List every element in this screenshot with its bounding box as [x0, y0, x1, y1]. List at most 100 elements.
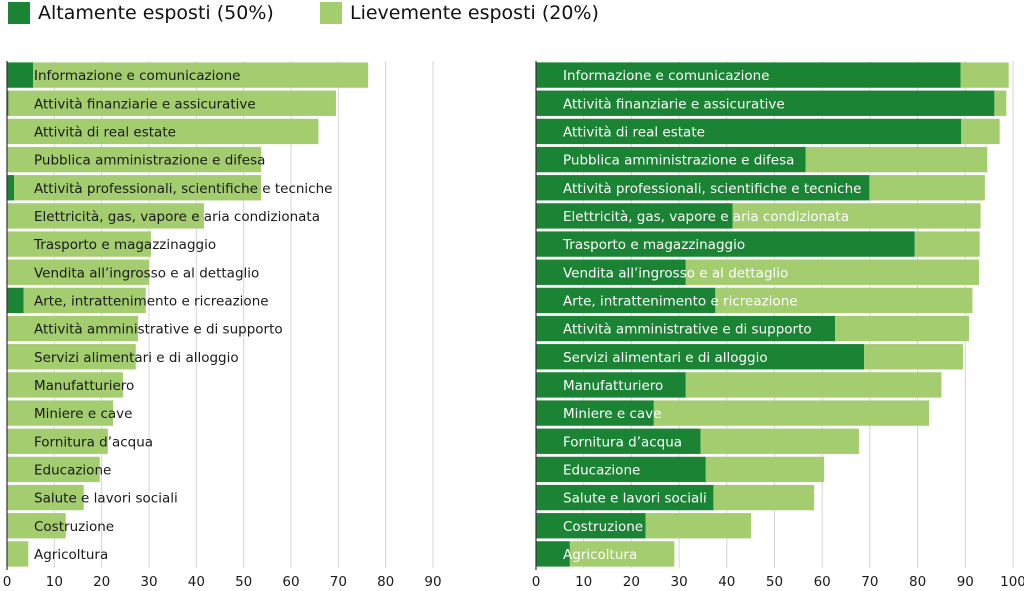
bar-high — [536, 287, 716, 314]
bar-high — [536, 203, 733, 229]
bar-high — [7, 62, 34, 88]
category-label: Elettricità, gas, vapore e aria condizio… — [34, 209, 320, 225]
category-label: Attività professionali, scientifiche e t… — [34, 181, 332, 197]
legend-swatch-high — [8, 2, 30, 24]
category-label: Attività finanziarie e assicurative — [34, 96, 256, 112]
bar-low — [7, 146, 262, 173]
bar-low — [685, 259, 980, 285]
x-tick-label: 20 — [623, 574, 640, 590]
category-label: Informazione e comunicazione — [34, 68, 240, 84]
category-label: Elettricità, gas, vapore e aria condizio… — [563, 209, 849, 225]
category-label: Miniere e cave — [34, 406, 132, 422]
bar-high — [7, 90, 9, 116]
bar-high — [536, 118, 962, 145]
category-label: Attività professionali, scientifiche e t… — [563, 181, 861, 197]
bar-high — [536, 62, 961, 88]
x-tick-label: 40 — [188, 574, 205, 590]
x-tick-label: 50 — [235, 574, 252, 590]
bar-low — [7, 484, 84, 511]
bar-high — [7, 175, 15, 201]
category-label: Vendita all’ingrosso e al dettaglio — [34, 265, 259, 281]
bar-high — [536, 513, 646, 539]
bar-low — [569, 541, 675, 567]
x-tick-label: 60 — [282, 574, 299, 590]
category-label: Arte, intrattenimento e ricreazione — [34, 293, 269, 309]
category-label: Vendita all’ingrosso e al dettaglio — [563, 265, 788, 281]
bar-high — [536, 259, 686, 285]
x-tick-label: 0 — [532, 574, 541, 590]
bar-low — [805, 146, 988, 173]
bar-low — [653, 400, 930, 426]
category-label: Servizi alimentari e di alloggio — [563, 350, 768, 366]
bar-low — [8, 90, 336, 116]
category-label: Attività finanziarie e assicurative — [563, 96, 785, 112]
category-label: Agricoltura — [34, 547, 108, 563]
x-tick-label: 90 — [957, 574, 974, 590]
bar-high — [536, 372, 686, 398]
bar-low — [914, 231, 980, 257]
bar-low — [7, 259, 149, 285]
category-label: Agricoltura — [563, 547, 637, 563]
bar-low — [7, 456, 100, 483]
bar-low — [715, 287, 973, 314]
category-label: Educazione — [34, 462, 111, 478]
x-tick-label: 30 — [671, 574, 688, 590]
category-label: Attività di real estate — [563, 124, 705, 140]
bar-high — [536, 484, 714, 511]
bar-low — [835, 315, 970, 342]
bar-high — [536, 344, 865, 370]
bar-high — [536, 175, 870, 201]
bar-high — [536, 146, 806, 173]
bar-high — [536, 428, 701, 454]
x-tick-label: 0 — [3, 574, 12, 590]
x-tick-label: 20 — [93, 574, 110, 590]
chart-legend: Altamente esposti (50%) Lievemente espos… — [0, 0, 1024, 26]
bar-low — [7, 118, 319, 145]
bar-high — [536, 90, 995, 116]
bar-low — [994, 90, 1007, 116]
bar-low — [960, 62, 1009, 88]
bar-high — [536, 456, 706, 483]
category-label: Salute e lavori sociali — [563, 491, 707, 507]
bar-high — [536, 541, 570, 567]
legend-item-low: Lievemente esposti (20%) — [320, 0, 599, 26]
bar-low — [7, 541, 29, 567]
bar-low — [732, 203, 981, 229]
category-label: Trasporto e magazzinaggio — [562, 237, 745, 253]
category-label: Pubblica amministrazione e difesa — [34, 153, 265, 169]
bar-low — [23, 287, 146, 314]
bar-low — [645, 513, 752, 539]
x-tick-label: 10 — [46, 574, 63, 590]
x-tick-label: 90 — [424, 574, 441, 590]
bar-low — [7, 203, 204, 229]
bar-low — [864, 344, 963, 370]
category-label: Arte, intrattenimento e ricreazione — [563, 293, 798, 309]
legend-swatch-low — [320, 2, 342, 24]
legend-label-low: Lievemente esposti (20%) — [350, 2, 599, 24]
bar-low — [7, 231, 151, 257]
bar-low — [700, 428, 859, 454]
category-label: Servizi alimentari e di alloggio — [34, 350, 239, 366]
x-tick-label: 40 — [718, 574, 735, 590]
category-label: Attività amministrative e di supporto — [34, 322, 283, 338]
x-tick-label: 70 — [861, 574, 878, 590]
category-label: Educazione — [563, 462, 640, 478]
x-tick-label: 80 — [377, 574, 394, 590]
category-label: Attività di real estate — [34, 124, 176, 140]
bar-low — [14, 175, 262, 201]
bar-high — [536, 400, 654, 426]
bar-low — [7, 315, 139, 342]
bar-low — [7, 513, 66, 539]
bar-low — [7, 428, 108, 454]
x-tick-label: 10 — [575, 574, 592, 590]
bar-high — [536, 231, 915, 257]
bar-low — [33, 62, 369, 88]
category-label: Attività amministrative e di supporto — [563, 322, 812, 338]
category-label: Trasporto e magazzinaggio — [33, 237, 216, 253]
bar-high — [536, 315, 836, 342]
legend-item-high: Altamente esposti (50%) — [8, 0, 274, 26]
category-label: Fornitura d’acqua — [34, 434, 153, 450]
legend-label-high: Altamente esposti (50%) — [38, 2, 274, 24]
bar-low — [961, 118, 1000, 145]
